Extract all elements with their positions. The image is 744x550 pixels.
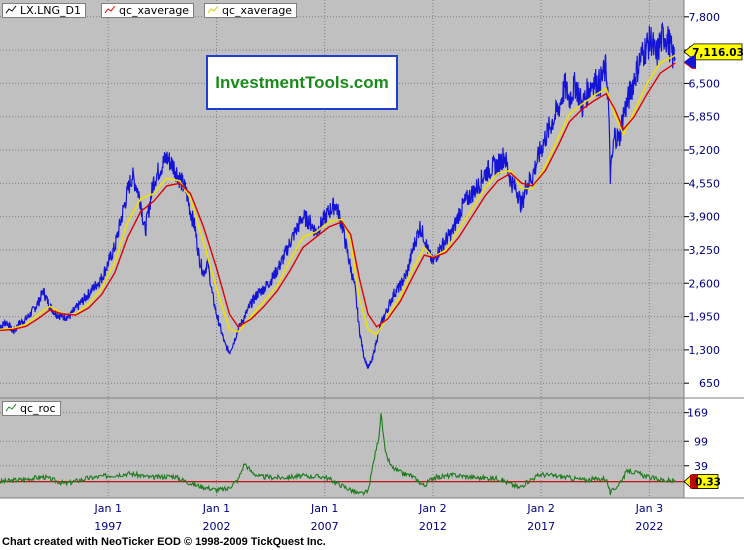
brand-text: InvestmentTools.com [215, 72, 389, 92]
line-chart-icon [207, 5, 219, 15]
y-tick-label: 3,900 [689, 211, 721, 224]
line-chart-icon [104, 5, 116, 15]
y-tick-label: 99 [694, 435, 708, 448]
fast-average-line [0, 54, 676, 336]
x-tick-label: 2012 [419, 520, 447, 533]
x-tick-label: Jan 1 [202, 502, 230, 515]
y-tick-label: 1,300 [689, 344, 721, 357]
legend-price-series[interactable]: LX.LNG_D1 [2, 3, 87, 18]
x-tick-label: Jan 1 [310, 502, 338, 515]
roc-last-value-label: 0.33 [695, 477, 721, 489]
legend-slow-average[interactable]: qc_xaverage [204, 3, 298, 18]
legend-price-series-label: LX.LNG_D1 [20, 4, 82, 17]
footer-credit: Chart created with NeoTicker EOD © 1998-… [2, 536, 326, 548]
price-series-line [0, 21, 676, 369]
y-tick-label: 5,850 [689, 111, 721, 124]
x-tick-label: 2007 [311, 520, 339, 533]
y-tick-label: 1,950 [689, 311, 721, 324]
roc-zero-indicator [690, 474, 698, 489]
axis-labels: Jan 1 1997 Jan 1 2002 Jan 1 2007 Jan 2 2012 Jan … [94, 11, 744, 533]
legend-roc-label: qc_roc [20, 402, 56, 415]
x-tick-label: 2017 [527, 520, 555, 533]
y-tick-label: 6,500 [689, 77, 721, 90]
line-chart-icon [5, 5, 17, 15]
x-tick-label: Jan 1 [94, 502, 122, 515]
y-tick-label: 169 [687, 407, 708, 420]
series-layer [0, 21, 684, 496]
brand-banner[interactable]: InvestmentTools.com [206, 55, 398, 110]
roc-series-line [0, 413, 676, 496]
x-tick-label: Jan 2 [418, 502, 446, 515]
x-tick-label: 2022 [635, 520, 663, 533]
y-tick-label: 2,600 [689, 277, 721, 290]
slow-average-line [0, 62, 676, 332]
y-tick-label: 650 [699, 377, 720, 390]
line-chart-icon [5, 403, 17, 413]
legend-fast-average[interactable]: qc_xaverage [101, 3, 195, 18]
x-tick-label: 2002 [202, 520, 230, 533]
y-tick-label: 3,250 [689, 244, 721, 257]
y-tick-label: 4,550 [689, 177, 721, 190]
price-pointer-marker [684, 55, 696, 68]
y-tick-label: 39 [694, 460, 708, 473]
x-tick-label: 1997 [94, 520, 122, 533]
x-tick-label: Jan 3 [635, 502, 663, 515]
y-tick-label: 7,800 [689, 11, 721, 24]
last-price-label: 7,116.03 [692, 47, 744, 59]
legend-slow-average-label: qc_xaverage [222, 4, 293, 17]
x-tick-label: Jan 2 [526, 502, 554, 515]
legend-roc[interactable]: qc_roc [2, 401, 61, 416]
y-tick-label: 5,200 [689, 144, 721, 157]
legend-fast-average-label: qc_xaverage [119, 4, 190, 17]
